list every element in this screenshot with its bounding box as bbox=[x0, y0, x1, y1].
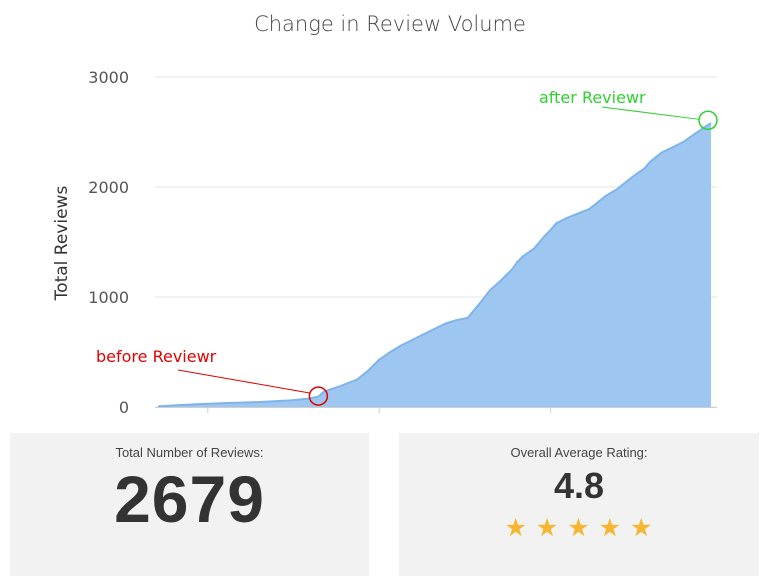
y-tick-label: 3000 bbox=[88, 68, 129, 87]
annotations: before Reviewr after Reviewr bbox=[96, 88, 718, 406]
total-reviews-label: Total Number of Reviews: bbox=[115, 445, 264, 460]
area-fill bbox=[158, 123, 711, 408]
y-tick-label: 0 bbox=[119, 398, 129, 417]
star-icon: ★ bbox=[567, 514, 591, 542]
annotation-label: before Reviewr bbox=[96, 347, 217, 366]
total-reviews-card: Total Number of Reviews: 2679 bbox=[10, 433, 369, 576]
star-icon: ★ bbox=[598, 514, 623, 542]
star-icon: ★ bbox=[535, 514, 560, 542]
star-icon: ★ bbox=[504, 514, 528, 542]
y-axis-label: Total Reviews bbox=[52, 186, 72, 302]
y-tick-labels: 0 1000 2000 3000 bbox=[88, 68, 129, 417]
annotation-pointer bbox=[177, 369, 311, 394]
review-volume-chart: Change in Review Volume Total Reviews 0 1… bbox=[52, 12, 718, 417]
average-rating-card: Overall Average Rating: 4.8 ★ ★ ★ ★ ★ bbox=[399, 433, 759, 576]
annotation-pointer bbox=[601, 106, 700, 120]
annotation-marker bbox=[308, 386, 329, 406]
y-tick-label: 1000 bbox=[88, 288, 129, 307]
average-rating-label: Overall Average Rating: bbox=[510, 445, 648, 460]
area-series bbox=[157, 122, 712, 408]
total-reviews-value: 2679 bbox=[114, 462, 265, 536]
annotation-label: after Reviewr bbox=[539, 88, 646, 107]
annotation-marker bbox=[698, 110, 718, 131]
x-axis bbox=[155, 407, 717, 413]
average-rating-value: 4.8 bbox=[553, 465, 605, 506]
star-icon: ★ bbox=[630, 514, 654, 542]
y-tick-label: 2000 bbox=[88, 178, 129, 197]
chart-title: Change in Review Volume bbox=[254, 12, 526, 36]
rating-stars: ★ ★ ★ ★ ★ bbox=[399, 513, 759, 543]
area-line bbox=[157, 122, 712, 408]
